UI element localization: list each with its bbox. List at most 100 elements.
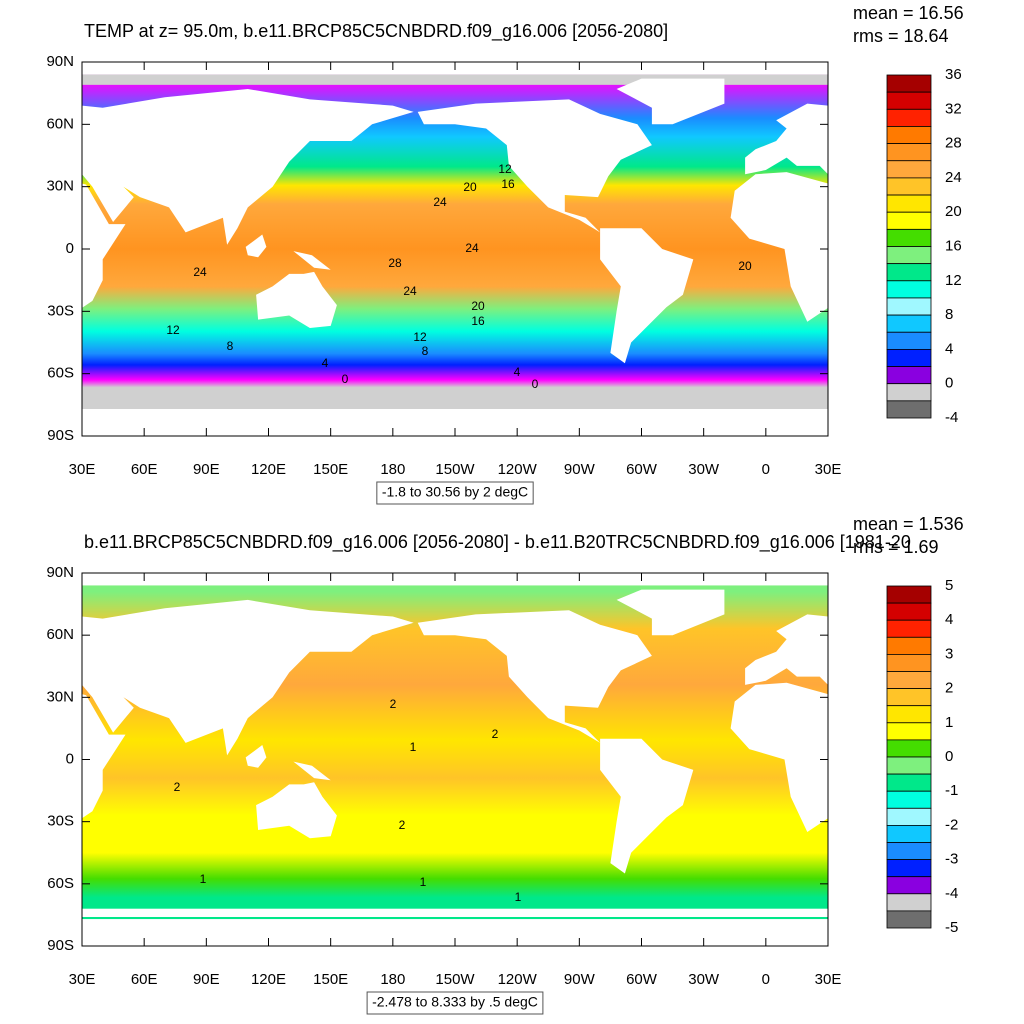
- colorbar-label: 2: [945, 680, 953, 697]
- land: [730, 682, 828, 832]
- y-tick-label: 30N: [46, 178, 74, 195]
- contour-label: 2: [492, 727, 499, 741]
- colorbar-label: -5: [945, 919, 958, 936]
- colorbar-box: [886, 654, 932, 672]
- land: [745, 614, 828, 685]
- colorbar-label: 3: [945, 645, 953, 662]
- range-label: -1.8 to 30.56 by 2 degC: [382, 484, 528, 500]
- colorbar-label: 0: [945, 375, 953, 392]
- colorbar-box: [886, 688, 932, 707]
- land: [245, 745, 267, 768]
- x-tick-label: 150W: [435, 971, 475, 988]
- map-field: [82, 62, 1024, 436]
- colorbar-label: 32: [945, 100, 962, 117]
- land: [293, 251, 331, 270]
- mean-label: mean = 1.536: [853, 514, 964, 534]
- sea-ice: [82, 74, 828, 85]
- colorbar-box: [886, 246, 932, 265]
- land: [745, 103, 828, 175]
- colorbar-label: 4: [945, 611, 953, 628]
- colorbar-label: 8: [945, 306, 953, 323]
- contour-label: 0: [532, 377, 539, 391]
- x-tick-label: 90E: [193, 461, 220, 478]
- colorbar-box: [886, 211, 932, 230]
- mean-label: mean = 16.56: [853, 3, 964, 23]
- land: [82, 599, 414, 756]
- colorbar-box: [886, 773, 932, 792]
- colorbar-box: [886, 348, 932, 367]
- contour-label: 28: [388, 256, 402, 270]
- colorbar-label: 4: [945, 340, 953, 357]
- colorbar-box: [886, 280, 932, 299]
- colorbar-label: 28: [945, 135, 962, 152]
- antarctic: [82, 388, 828, 407]
- y-tick-label: 90N: [46, 564, 74, 581]
- y-tick-label: 60N: [46, 115, 74, 132]
- y-tick-label: 60S: [47, 365, 74, 382]
- colorbar-box: [886, 619, 932, 638]
- colorbar-box: [886, 400, 932, 419]
- colorbar-box: [886, 910, 932, 929]
- x-tick-label: 150E: [313, 971, 348, 988]
- colorbar-box: [886, 756, 932, 775]
- colorbar-box: [886, 893, 932, 912]
- x-tick-label: 120E: [251, 461, 286, 478]
- x-tick-label: 60E: [131, 461, 158, 478]
- contour-label: 12: [413, 330, 427, 344]
- x-tick-label: 90W: [564, 971, 596, 988]
- y-tick-label: 30N: [46, 688, 74, 705]
- colorbar-box: [886, 859, 932, 878]
- x-tick-label: 30W: [688, 971, 720, 988]
- contour-label: 8: [227, 339, 234, 353]
- colorbar-label: -4: [945, 409, 958, 426]
- land: [256, 271, 337, 328]
- colorbar-label: -4: [945, 885, 958, 902]
- contour-label: 24: [465, 241, 479, 255]
- y-tick-label: 0: [66, 750, 74, 767]
- x-tick-label: 30E: [815, 971, 842, 988]
- contour-label: 16: [501, 177, 515, 191]
- x-tick-label: 0: [762, 461, 770, 478]
- colorbar-box: [886, 825, 932, 843]
- land: [730, 172, 828, 322]
- colorbar-box: [886, 160, 932, 179]
- colorbar-box: [886, 842, 932, 861]
- contour-label: 12: [498, 162, 512, 176]
- land: [293, 761, 331, 781]
- x-tick-label: 150W: [435, 461, 475, 478]
- colorbar-box: [886, 636, 932, 655]
- land: [245, 234, 267, 258]
- y-tick-label: 90N: [46, 53, 74, 70]
- x-tick-label: 120W: [498, 971, 538, 988]
- colorbar-box: [886, 194, 932, 213]
- x-tick-label: 120E: [251, 971, 286, 988]
- colorbar-box: [886, 807, 932, 826]
- contour-label: 24: [193, 265, 207, 279]
- colorbar-label: -2: [945, 816, 958, 833]
- colorbar-box: [886, 91, 932, 110]
- range-label: -2.478 to 8.333 by .5 degC: [372, 994, 538, 1010]
- range-box: -1.8 to 30.56 by 2 degC: [376, 481, 534, 505]
- x-tick-label: 30E: [69, 461, 96, 478]
- colorbar-box: [886, 297, 932, 316]
- x-tick-label: 30E: [69, 971, 96, 988]
- rms-label: rms = 1.69: [853, 537, 939, 557]
- map-field: [82, 573, 828, 946]
- land: [1002, 272, 1024, 328]
- y-tick-label: 90S: [47, 427, 74, 444]
- x-tick-label: 180: [380, 461, 405, 478]
- contour-label: 24: [403, 284, 417, 298]
- x-tick-label: 180: [380, 971, 405, 988]
- colorbar-box: [886, 366, 932, 385]
- colorbar-box: [886, 143, 932, 162]
- contour-label: 2: [390, 697, 397, 711]
- colorbar-label: -1: [945, 782, 958, 799]
- land: [600, 228, 694, 364]
- y-tick-label: 0: [66, 240, 74, 257]
- range-frame: [376, 481, 534, 505]
- contour-label: 20: [471, 299, 485, 313]
- colorbar-box: [886, 228, 932, 247]
- land: [82, 183, 126, 308]
- x-tick-label: 30E: [815, 461, 842, 478]
